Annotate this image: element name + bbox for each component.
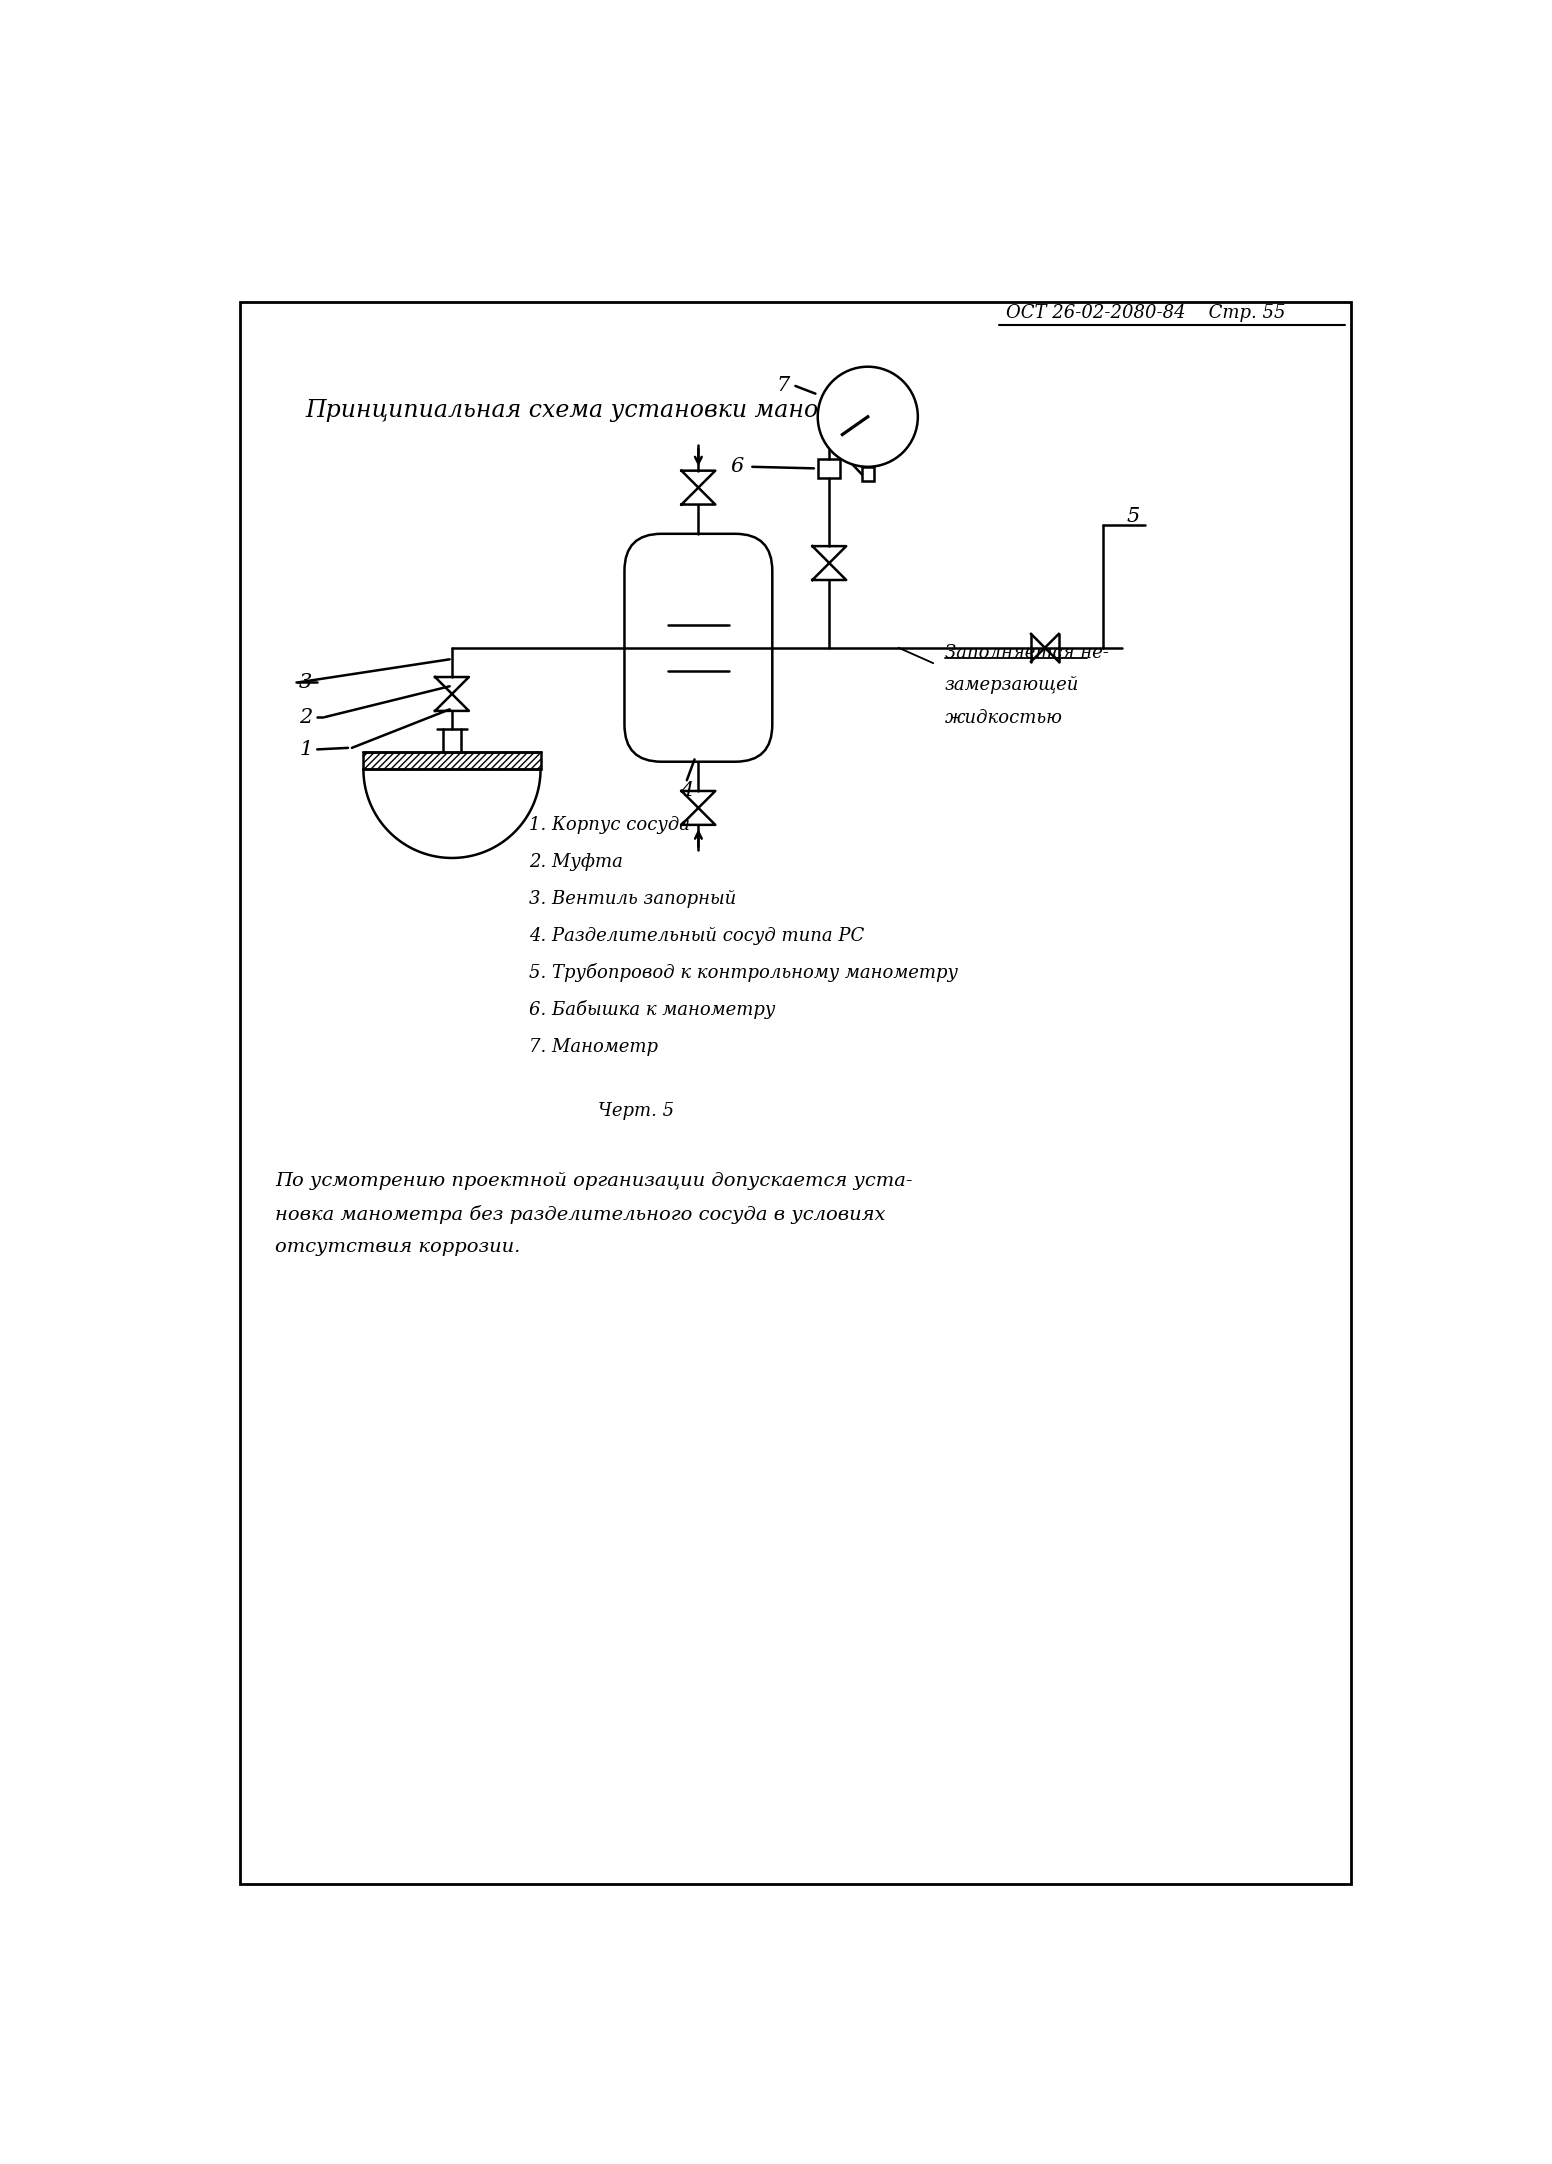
Text: 6: 6 [731,457,743,476]
Text: По усмотрению проектной организации допускается уста-
новка манометра без раздел: По усмотрению проектной организации допу… [275,1173,913,1255]
Text: 4: 4 [680,781,694,801]
Bar [363,753,540,770]
Text: 2. Муфта: 2. Муфта [529,853,622,870]
Text: 3: 3 [300,673,312,692]
Text: 2: 2 [300,708,312,727]
Bar [861,467,874,480]
Text: 5. Трубопровод к контрольному манометру: 5. Трубопровод к контрольному манометру [529,963,958,982]
Text: Принципиальная схема установки манометра: Принципиальная схема установки манометра [306,398,905,422]
Text: Заполняется не-: Заполняется не- [945,645,1108,662]
Text: Черт. 5: Черт. 5 [598,1101,675,1119]
Text: 5: 5 [1127,506,1141,526]
Text: 7: 7 [776,377,790,396]
Bar [818,459,840,478]
Text: жидкостью: жидкостью [945,708,1063,727]
FancyBboxPatch shape [624,535,773,762]
Text: замерзающей: замерзающей [945,675,1079,695]
Text: 4. Разделительный сосуд типа РС: 4. Разделительный сосуд типа РС [529,926,864,946]
Text: 1. Корпус сосуда: 1. Корпус сосуда [529,816,691,833]
Circle shape [818,366,917,467]
Text: 7. Манометр: 7. Манометр [529,1037,658,1056]
Text: 3. Вентиль запорный: 3. Вентиль запорный [529,889,736,907]
Text: 1: 1 [300,740,312,760]
Text: 6. Бабышка к манометру: 6. Бабышка к манометру [529,1000,776,1019]
Text: ОСТ 26-02-2080-84    Стр. 55: ОСТ 26-02-2080-84 Стр. 55 [1006,303,1287,322]
